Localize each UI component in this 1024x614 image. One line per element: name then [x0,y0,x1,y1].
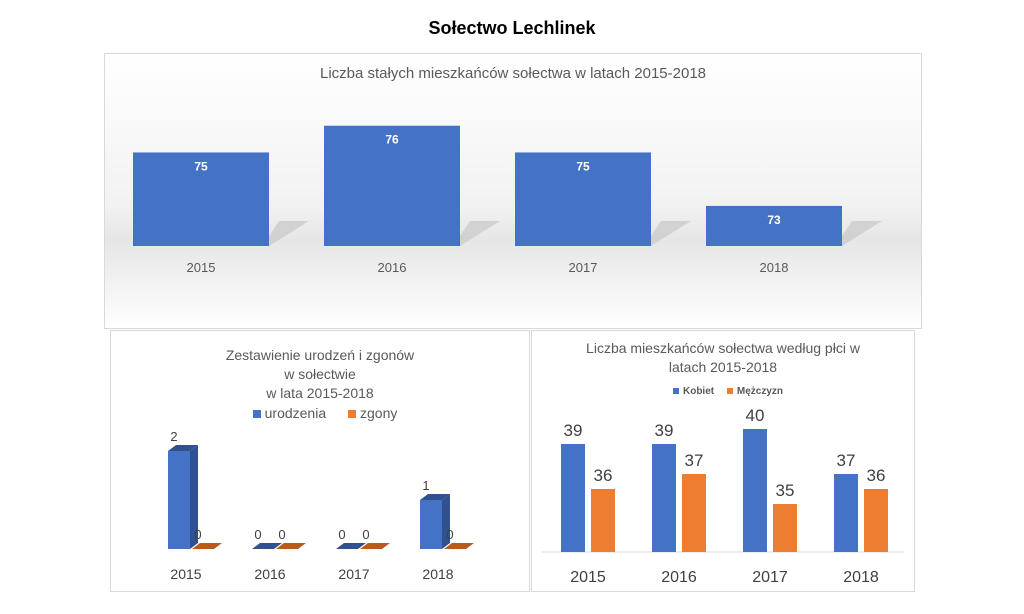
bar [864,489,888,552]
chart-residents: Liczba stałych mieszkańców sołectwa w la… [104,53,922,329]
bar [515,152,651,246]
legend-swatch [348,410,357,418]
data-label: 76 [385,133,399,147]
legend-label: Kobiet [682,386,715,397]
bar [834,474,858,552]
data-label: 0 [254,527,261,542]
legend-label: urodzenia [264,405,327,421]
bar [682,474,706,552]
bar [168,451,190,549]
x-tick-label: 2017 [569,260,598,275]
data-label: 1 [422,478,429,493]
chart-title: Liczba stałych mieszkańców sołectwa w la… [319,65,707,82]
bar-side [442,494,450,549]
data-label: 37 [685,451,704,470]
data-label: 35 [776,481,795,500]
x-tick-label: 2016 [378,260,407,275]
bar-flat [276,543,306,549]
bar-shadow [269,221,309,246]
data-label: 2 [170,429,177,444]
x-tick-label: 2018 [760,260,789,275]
data-label: 0 [338,527,345,542]
data-label: 73 [767,213,781,227]
data-label: 0 [278,527,285,542]
chart-title-line: Zestawienie urodzeń i zgonów [225,347,415,363]
legend: urodzenia zgony [111,405,529,421]
legend-swatch [252,410,261,418]
bar [743,429,767,552]
chart-title-line: Liczba mieszkańców sołectwa według płci … [586,340,860,356]
legend-label: zgony [360,405,398,421]
bar-flat [252,543,282,549]
chart-plot: 39 36 2015 39 37 2016 40 35 2017 37 36 2018 [542,406,904,586]
bar-top [168,445,198,451]
bar-flat [444,543,474,549]
chart-plot: 2 0 2015 0 0 2016 0 0 2017 1 0 2018 [168,429,474,582]
bar [773,504,797,552]
x-tick-label: 2015 [570,569,606,586]
bar [133,152,269,246]
x-tick-label: 2015 [187,260,216,275]
bar-top [420,494,450,500]
bar-shadow [460,221,500,246]
data-label: 0 [362,527,369,542]
data-label: 0 [446,527,453,542]
bar [591,489,615,552]
legend-swatch [726,388,733,394]
data-label: 36 [867,466,886,485]
bar-flat [192,543,222,549]
data-label: 36 [594,466,613,485]
data-label: 0 [194,527,201,542]
x-tick-label: 2016 [661,569,697,586]
legend: Kobiet Mężczyzn [532,386,914,397]
data-label: 75 [194,159,208,173]
x-tick-label: 2017 [752,569,788,586]
legend-swatch [672,388,679,394]
chart-plot: 75 2015 76 2016 75 2017 73 2018 [133,125,882,275]
chart-title-line: w sołectwie [284,366,356,382]
data-label: 39 [564,421,583,440]
chart-title-line: w lata 2015-2018 [266,385,374,401]
x-tick-label: 2015 [170,566,201,582]
data-label: 40 [746,406,765,425]
data-label: 39 [655,421,674,440]
x-tick-label: 2018 [422,566,453,582]
data-label: 37 [837,451,856,470]
chart-births-deaths: Zestawienie urodzeń i zgonów w sołectwie… [110,330,530,592]
x-tick-label: 2017 [338,566,369,582]
bar [652,444,676,552]
bar [420,500,442,549]
bar-flat [336,543,366,549]
bar [706,205,842,246]
chart-title-line: latach 2015-2018 [668,359,778,375]
bar-flat [360,543,390,549]
bar [561,444,585,552]
x-tick-label: 2016 [254,566,285,582]
chart-gender: Liczba mieszkańców sołectwa według płci … [531,330,915,592]
x-tick-label: 2018 [843,569,879,586]
bar [324,125,460,246]
bar-shadow [842,221,882,246]
data-label: 75 [576,159,590,173]
legend-label: Mężczyzn [736,386,783,397]
page-title: Sołectwo Lechlinek [428,18,596,38]
bar-shadow [651,221,691,246]
bar-side [190,445,198,549]
